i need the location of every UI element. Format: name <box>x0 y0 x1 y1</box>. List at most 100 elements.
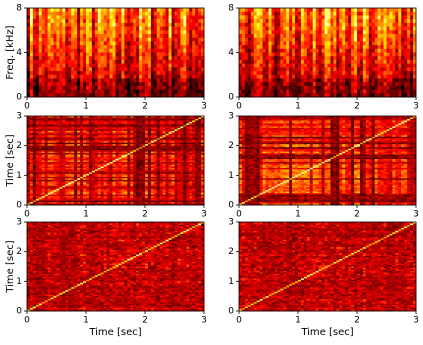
texture <box>127 49 130 53</box>
texture <box>145 82 148 86</box>
texture <box>198 23 201 27</box>
texture <box>189 8 192 12</box>
texture <box>180 12 183 16</box>
texture <box>254 15 257 19</box>
texture <box>71 12 74 16</box>
texture <box>86 60 89 64</box>
texture <box>360 15 363 19</box>
texture <box>410 60 413 64</box>
texture <box>274 86 277 90</box>
texture <box>407 64 410 68</box>
texture <box>242 78 245 82</box>
texture <box>313 19 316 23</box>
texture <box>118 23 121 27</box>
texture <box>342 75 345 79</box>
texture <box>33 67 36 71</box>
texture <box>292 38 295 42</box>
texture <box>74 56 77 60</box>
texture <box>404 34 407 38</box>
texture <box>313 8 316 12</box>
texture <box>342 8 345 12</box>
texture <box>269 64 272 68</box>
texture <box>407 27 410 31</box>
texture <box>389 49 392 53</box>
texture <box>118 53 121 57</box>
texture <box>175 49 178 53</box>
texture <box>104 34 107 38</box>
texture <box>133 64 136 68</box>
texture <box>274 75 277 79</box>
texture <box>195 41 198 45</box>
texture <box>163 12 166 16</box>
texture <box>183 12 186 16</box>
texture <box>36 71 39 75</box>
texture <box>65 90 68 94</box>
texture <box>330 49 333 53</box>
texture <box>372 49 375 53</box>
texture <box>407 53 410 57</box>
texture <box>101 45 104 49</box>
texture <box>189 90 192 94</box>
texture <box>148 67 151 71</box>
texture <box>398 19 401 23</box>
texture <box>189 12 192 16</box>
texture <box>27 8 30 12</box>
texture <box>363 8 366 12</box>
texture <box>248 64 251 68</box>
texture <box>298 56 301 60</box>
texture <box>198 60 201 64</box>
texture <box>107 12 110 16</box>
texture <box>254 38 257 42</box>
texture <box>183 64 186 68</box>
texture <box>177 27 180 31</box>
texture <box>274 45 277 49</box>
texture <box>384 53 387 57</box>
texture <box>65 8 68 12</box>
texture <box>263 34 266 38</box>
texture <box>328 15 331 19</box>
texture <box>160 12 163 16</box>
texture <box>404 56 407 60</box>
texture <box>175 30 178 34</box>
texture <box>363 30 366 34</box>
texture <box>366 38 369 42</box>
texture <box>68 27 71 31</box>
texture <box>113 82 116 86</box>
texture <box>404 30 407 34</box>
texture <box>86 45 89 49</box>
texture <box>127 8 130 12</box>
texture <box>248 38 251 42</box>
texture <box>328 38 331 42</box>
texture <box>304 15 307 19</box>
texture <box>245 71 248 75</box>
texture <box>177 8 180 12</box>
texture <box>322 38 325 42</box>
texture <box>254 90 257 94</box>
texture <box>54 41 57 45</box>
texture <box>104 41 107 45</box>
texture <box>307 30 310 34</box>
texture <box>110 27 113 31</box>
texture <box>177 23 180 27</box>
texture <box>260 90 263 94</box>
texture <box>242 56 245 60</box>
texture <box>295 53 298 57</box>
texture <box>139 34 142 38</box>
texture <box>175 64 178 68</box>
texture <box>54 64 57 68</box>
texture <box>62 34 65 38</box>
texture <box>251 38 254 42</box>
texture <box>360 60 363 64</box>
texture <box>154 56 157 60</box>
texture <box>360 75 363 79</box>
texture <box>148 60 151 64</box>
texture <box>245 23 248 27</box>
texture <box>375 90 378 94</box>
texture <box>68 8 71 12</box>
texture <box>51 45 54 49</box>
texture <box>148 53 151 57</box>
texture <box>189 53 192 57</box>
texture <box>254 82 257 86</box>
texture <box>59 71 62 75</box>
texture <box>366 67 369 71</box>
